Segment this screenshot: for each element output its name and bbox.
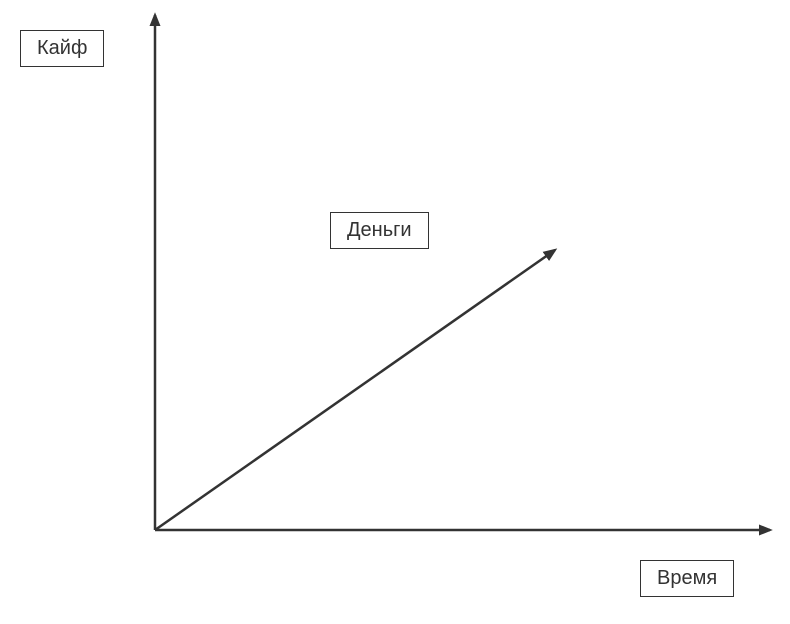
y-axis-label: Кайф — [20, 30, 104, 67]
vector-chart: Кайф Время Деньги — [0, 0, 790, 619]
x-axis-label: Время — [640, 560, 734, 597]
diagonal-vector — [155, 250, 555, 530]
diagonal-vector-label: Деньги — [330, 212, 429, 249]
chart-svg — [0, 0, 790, 619]
